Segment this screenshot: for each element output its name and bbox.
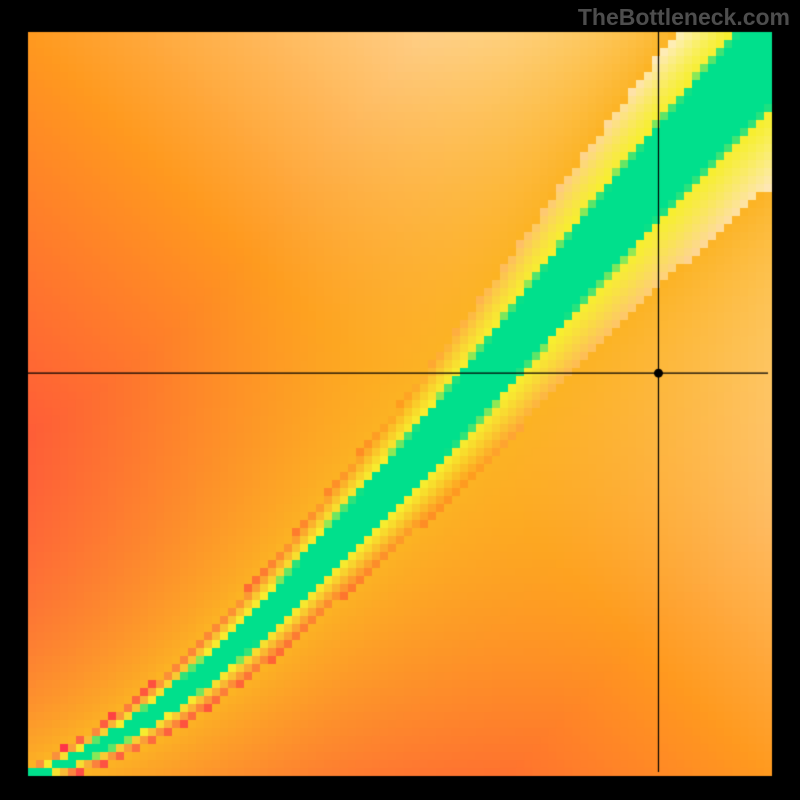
bottleneck-heatmap [0, 0, 800, 800]
watermark-text: TheBottleneck.com [578, 4, 790, 31]
figure-container: TheBottleneck.com [0, 0, 800, 800]
